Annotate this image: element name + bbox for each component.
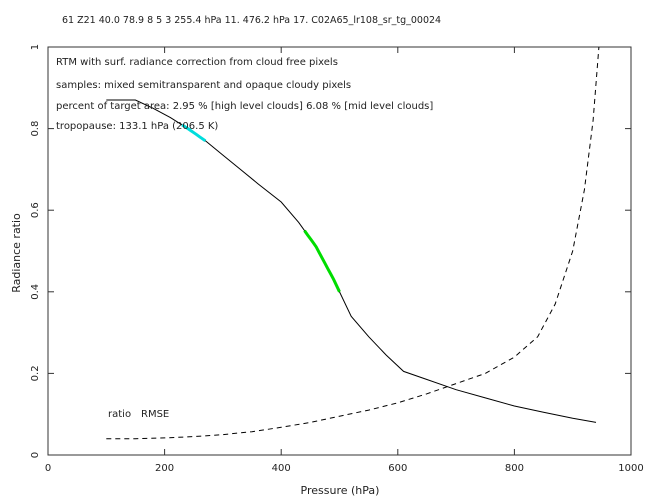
x-tick-label: 0 bbox=[45, 463, 51, 474]
y-tick-label: 1 bbox=[30, 44, 41, 50]
y-tick-label: 0.6 bbox=[30, 202, 41, 218]
series-layer bbox=[106, 46, 600, 440]
series-line-rmse bbox=[106, 46, 600, 440]
annotation-line-2: samples: mixed semitransparent and opaqu… bbox=[56, 80, 351, 91]
y-tick-label: 0 bbox=[30, 452, 41, 458]
x-tick-label: 1000 bbox=[618, 463, 643, 474]
chart-header: 61 Z21 40.0 78.9 8 5 3 255.4 hPa 11. 476… bbox=[62, 15, 441, 26]
legend-label-rmse: RMSE bbox=[141, 409, 169, 420]
y-tick-label: 0.2 bbox=[30, 365, 41, 381]
plot-frame bbox=[47, 46, 632, 456]
highlight-segment-1 bbox=[181, 123, 207, 143]
highlight-segment-2 bbox=[303, 229, 341, 293]
x-tick-label: 200 bbox=[155, 463, 174, 474]
x-tick-label: 600 bbox=[388, 463, 407, 474]
series-line-ratio bbox=[106, 99, 597, 423]
y-axis-ticks: 0 0.2 0.4 0.6 0.8 1 bbox=[30, 44, 631, 458]
annotation-line-4: tropopause: 133.1 hPa (206.5 K) bbox=[56, 121, 218, 132]
x-tick-label: 800 bbox=[505, 463, 524, 474]
legend-label-ratio: ratio bbox=[108, 409, 131, 420]
x-tick-label: 400 bbox=[272, 463, 291, 474]
y-tick-label: 0.8 bbox=[30, 121, 41, 137]
x-axis-ticks: 0 200 400 600 800 1000 bbox=[45, 47, 644, 474]
y-axis-label: Radiance ratio bbox=[10, 213, 23, 293]
x-axis-label: Pressure (hPa) bbox=[301, 484, 380, 497]
annotation-line-1: RTM with surf. radiance correction from … bbox=[56, 57, 338, 68]
annotation-line-3: percent of target area: 2.95 % [high lev… bbox=[56, 101, 433, 112]
y-tick-label: 0.4 bbox=[30, 284, 41, 300]
